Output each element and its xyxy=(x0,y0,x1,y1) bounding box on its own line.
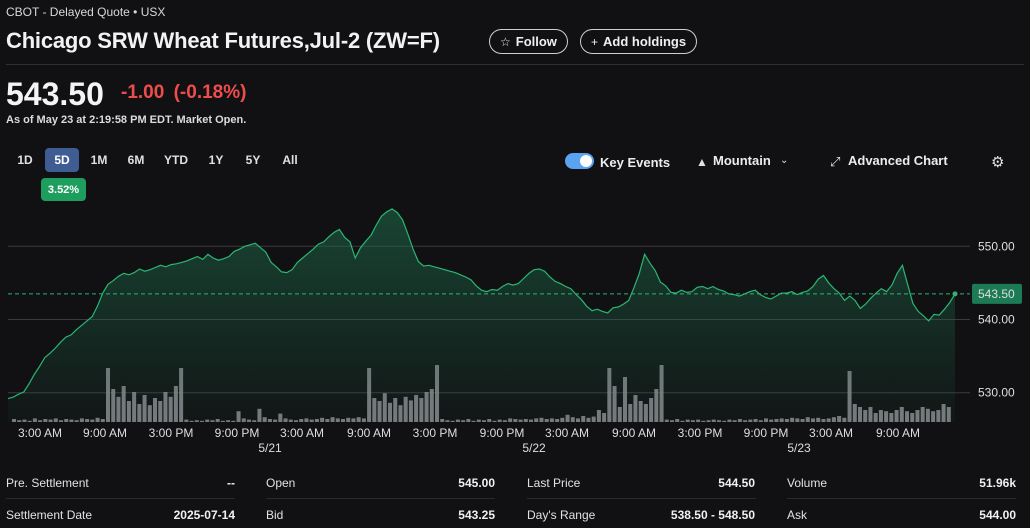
last-price-label: 543.50 xyxy=(972,283,1022,304)
add-holdings-label: Add holdings xyxy=(603,34,687,49)
x-tick-label: 9:00 AM xyxy=(83,426,127,440)
toggle-knob xyxy=(580,155,592,167)
range-tab-1y[interactable]: 1Y xyxy=(208,153,224,167)
stat-label-last-price: Last Price xyxy=(527,476,581,490)
stat-divider xyxy=(266,498,495,499)
range-tab-5d[interactable]: 5D xyxy=(45,148,79,172)
y-tick-label: 540.00 xyxy=(978,312,1015,326)
stat-value-days-range: 538.50 - 548.50 xyxy=(670,508,755,522)
key-events-label: Key Events xyxy=(600,155,671,170)
range-tab-5y[interactable]: 5Y xyxy=(245,153,261,167)
range-tab-1d[interactable]: 1D xyxy=(17,153,33,167)
plus-icon: + xyxy=(591,34,599,49)
price-change-percent: (-0.18%) xyxy=(173,82,247,103)
x-tick-label: 9:00 AM xyxy=(347,426,391,440)
price-change-value: -1.00 xyxy=(121,82,165,103)
current-price: 543.50 xyxy=(6,76,104,112)
quote-timestamp: As of May 23 at 2:19:58 PM EDT. Market O… xyxy=(6,114,247,126)
follow-button[interactable]: ☆ Follow xyxy=(489,29,568,54)
range-tab-6m[interactable]: 6M xyxy=(127,153,145,167)
stat-label-ask: Ask xyxy=(787,508,808,522)
price-area xyxy=(8,208,955,422)
y-tick-label: 550.00 xyxy=(978,239,1015,253)
price-change: -1.00 (-0.18%) xyxy=(121,82,246,104)
price-line xyxy=(7,208,956,400)
stat-value-ask: 544.00 xyxy=(979,508,1016,522)
stat-divider xyxy=(6,498,235,499)
range-tabs: 1D 5D 1M 6M YTD 1Y 5Y All xyxy=(8,148,310,172)
range-tab-ytd[interactable]: YTD xyxy=(164,153,188,167)
x-axis: 3:00 AM 9:00 AM 3:00 PM 9:00 PM 3:00 AM 9:00 … xyxy=(18,426,920,455)
chart-type-dropdown[interactable]: Mountain xyxy=(713,153,771,168)
stat-value-volume: 51.96k xyxy=(979,476,1016,490)
range-change-badge: 3.52% xyxy=(41,178,86,201)
header-divider xyxy=(6,64,1024,65)
price-chart[interactable]: 530.00 540.00 550.00 3:00 AM 9:00 AM 3:00 PM… xyxy=(0,195,1030,460)
gear-icon[interactable]: ⚙ xyxy=(991,154,1005,171)
x-tick-label: 3:00 AM xyxy=(809,426,853,440)
x-tick-label: 3:00 PM xyxy=(413,426,458,440)
advanced-chart-button[interactable]: Advanced Chart xyxy=(848,153,948,168)
stat-label-settlement-date: Settlement Date xyxy=(6,508,93,522)
x-tick-label: 3:00 PM xyxy=(149,426,194,440)
star-icon: ☆ xyxy=(500,34,511,49)
x-tick-label: 3:00 AM xyxy=(280,426,324,440)
stat-divider xyxy=(787,498,1016,499)
x-tick-label: 3:00 AM xyxy=(545,426,589,440)
stat-label-pre-settlement: Pre. Settlement xyxy=(6,476,89,490)
x-tick-label: 9:00 AM xyxy=(612,426,656,440)
stat-divider xyxy=(527,498,756,499)
chevron-down-icon: ⌄ xyxy=(780,155,789,166)
stat-label-volume: Volume xyxy=(787,476,828,490)
follow-label: Follow xyxy=(515,34,557,49)
x-date-label: 5/21 xyxy=(258,441,282,455)
x-tick-label: 9:00 PM xyxy=(215,426,260,440)
x-tick-label: 9:00 AM xyxy=(876,426,920,440)
x-date-label: 5/23 xyxy=(787,441,811,455)
page-title: Chicago SRW Wheat Futures,Jul-2 (ZW=F) xyxy=(6,28,440,53)
stat-label-bid: Bid xyxy=(266,508,284,522)
x-tick-label: 9:00 PM xyxy=(744,426,789,440)
stat-label-open: Open xyxy=(266,476,296,490)
quote-source: CBOT - Delayed Quote • USX xyxy=(6,5,166,19)
stat-value-last-price: 544.50 xyxy=(718,476,755,490)
add-holdings-button[interactable]: + Add holdings xyxy=(580,29,698,54)
x-tick-label: 9:00 PM xyxy=(480,426,525,440)
expand-icon: ⤢ xyxy=(830,154,841,169)
stat-value-bid: 543.25 xyxy=(458,508,495,522)
stat-value-open: 545.00 xyxy=(458,476,495,490)
y-tick-label: 530.00 xyxy=(978,386,1015,400)
stat-value-pre-settlement: -- xyxy=(227,476,235,490)
y-axis: 530.00 540.00 550.00 xyxy=(978,239,1015,399)
x-tick-label: 3:00 PM xyxy=(678,426,723,440)
stat-label-days-range: Day's Range xyxy=(527,508,596,522)
x-date-label: 5/22 xyxy=(522,441,546,455)
svg-text:543.50: 543.50 xyxy=(978,287,1015,301)
range-tab-1m[interactable]: 1M xyxy=(90,153,108,167)
mountain-icon: ▲ xyxy=(696,155,708,169)
last-price-dot xyxy=(952,291,958,297)
key-events-toggle[interactable] xyxy=(565,153,594,169)
x-tick-label: 3:00 AM xyxy=(18,426,62,440)
stat-value-settlement-date: 2025-07-14 xyxy=(173,508,235,522)
range-tab-all[interactable]: All xyxy=(282,153,298,167)
